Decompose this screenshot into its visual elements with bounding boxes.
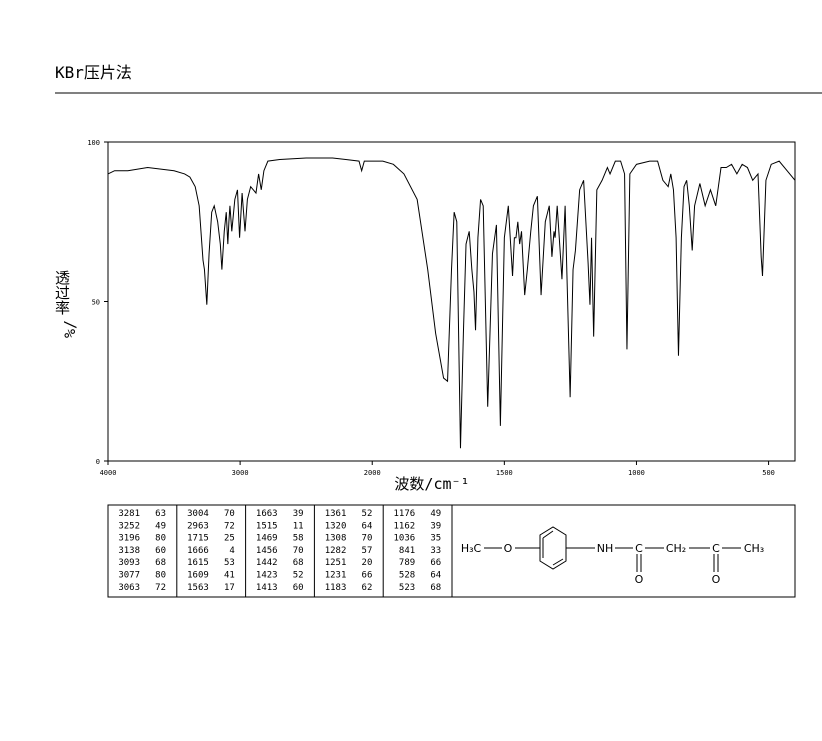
wavenumber: 3077 — [118, 571, 140, 581]
wavenumber: 1609 — [187, 571, 209, 581]
transmittance: 35 — [430, 534, 441, 544]
transmittance: 70 — [224, 509, 235, 519]
y-tick-label: 0 — [96, 458, 100, 466]
wavenumber: 1663 — [256, 509, 278, 519]
wavenumber: 523 — [399, 583, 415, 593]
wavenumber: 1413 — [256, 583, 278, 593]
transmittance: 20 — [362, 558, 373, 568]
transmittance: 41 — [224, 571, 235, 581]
transmittance: 64 — [362, 521, 373, 531]
y-tick-label: 100 — [87, 139, 100, 147]
transmittance: 49 — [155, 521, 166, 531]
transmittance: 70 — [362, 534, 373, 544]
atom-label: O — [635, 573, 644, 586]
wavenumber: 1183 — [325, 583, 347, 593]
wavenumber: 1308 — [325, 534, 347, 544]
y-label: 透过率 — [53, 270, 71, 315]
transmittance: 53 — [224, 558, 235, 568]
wavenumber: 3063 — [118, 583, 140, 593]
transmittance: 49 — [430, 509, 441, 519]
wavenumber: 1320 — [325, 521, 347, 531]
wavenumber: 3093 — [118, 558, 140, 568]
wavenumber: 3004 — [187, 509, 209, 519]
wavenumber: 1442 — [256, 558, 278, 568]
atom-label: O — [504, 542, 513, 555]
y-unit: %/ — [61, 320, 79, 338]
wavenumber: 841 — [399, 546, 415, 556]
transmittance: 63 — [155, 509, 166, 519]
x-tick-label: 1500 — [496, 469, 513, 477]
wavenumber: 1515 — [256, 521, 278, 531]
transmittance: 70 — [293, 546, 304, 556]
atom-label: CH₂ — [666, 542, 686, 555]
wavenumber: 1715 — [187, 534, 209, 544]
transmittance: 39 — [293, 509, 304, 519]
wavenumber: 789 — [399, 558, 415, 568]
structure — [484, 526, 741, 572]
wavenumber: 3138 — [118, 546, 140, 556]
transmittance: 11 — [293, 521, 304, 531]
x-tick-label: 500 — [762, 469, 775, 477]
transmittance: 80 — [155, 571, 166, 581]
bond — [542, 530, 554, 539]
wavenumber: 1615 — [187, 558, 209, 568]
transmittance: 66 — [430, 558, 441, 568]
transmittance: 58 — [293, 534, 304, 544]
wavenumber: 2963 — [187, 521, 209, 531]
transmittance: 52 — [362, 509, 373, 519]
transmittance: 68 — [293, 558, 304, 568]
transmittance: 25 — [224, 534, 235, 544]
y-tick-label: 50 — [92, 299, 100, 307]
transmittance: 39 — [430, 521, 441, 531]
wavenumber: 1162 — [394, 521, 416, 531]
atom-label: C — [635, 542, 643, 555]
transmittance: 17 — [224, 583, 235, 593]
wavenumber: 1456 — [256, 546, 278, 556]
transmittance: 33 — [430, 546, 441, 556]
transmittance: 68 — [430, 583, 441, 593]
atom-label: O — [712, 573, 721, 586]
x-tick-label: 1000 — [628, 469, 645, 477]
header-title: KBr压片法 — [55, 63, 132, 82]
wavenumber: 1282 — [325, 546, 347, 556]
atom-label: CH₃ — [744, 542, 764, 555]
transmittance: 62 — [362, 583, 373, 593]
x-tick-label: 3000 — [232, 469, 249, 477]
wavenumber: 3252 — [118, 521, 140, 531]
wavenumber: 528 — [399, 571, 415, 581]
wavenumber: 1423 — [256, 571, 278, 581]
atom-label: H₃C — [461, 542, 482, 555]
wavenumber: 1666 — [187, 546, 209, 556]
atom-label: C — [712, 542, 720, 555]
wavenumber: 1176 — [394, 509, 416, 519]
transmittance: 72 — [155, 583, 166, 593]
wavenumber: 1361 — [325, 509, 347, 519]
wavenumber: 1036 — [394, 534, 416, 544]
transmittance: 66 — [362, 571, 373, 581]
wavenumber: 1231 — [325, 571, 347, 581]
wavenumber: 1563 — [187, 583, 209, 593]
transmittance: 72 — [224, 521, 235, 531]
transmittance: 64 — [430, 571, 441, 581]
transmittance: 80 — [155, 534, 166, 544]
x-label: 波数/cm⁻¹ — [394, 475, 469, 493]
transmittance: 60 — [155, 546, 166, 556]
transmittance: 57 — [362, 546, 373, 556]
wavenumber: 1251 — [325, 558, 347, 568]
atom-label: NH — [597, 542, 614, 555]
transmittance: 4 — [229, 546, 234, 556]
wavenumber: 3196 — [118, 534, 140, 544]
benzene-ring — [539, 526, 567, 570]
plot-frame — [107, 141, 796, 462]
transmittance: 68 — [155, 558, 166, 568]
spectrum-line — [107, 157, 796, 449]
x-tick-label: 4000 — [100, 469, 117, 477]
wavenumber: 3281 — [118, 509, 140, 519]
transmittance: 52 — [293, 571, 304, 581]
x-tick-label: 2000 — [364, 469, 381, 477]
wavenumber: 1469 — [256, 534, 278, 544]
transmittance: 60 — [293, 583, 304, 593]
bond — [552, 558, 564, 566]
